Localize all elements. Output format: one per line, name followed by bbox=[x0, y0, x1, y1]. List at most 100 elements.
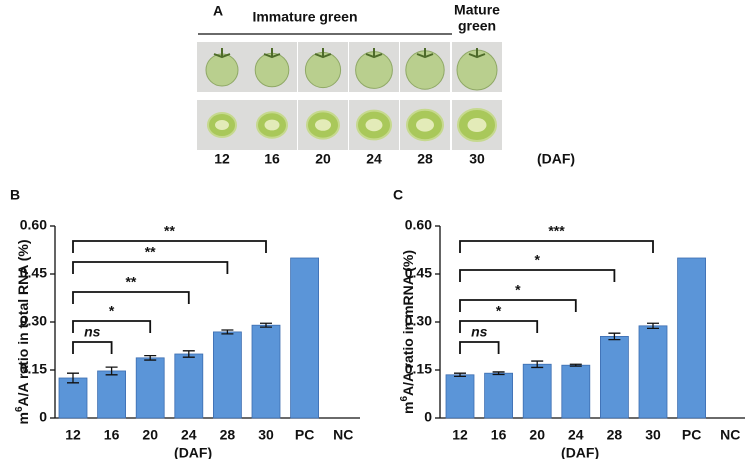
significance-bracket bbox=[459, 299, 577, 312]
significance-label: * bbox=[515, 282, 521, 298]
y-tick-label: 0.30 bbox=[405, 313, 432, 329]
y-axis-label-part: m bbox=[15, 412, 31, 424]
day-label: 20 bbox=[315, 151, 331, 167]
fruit-locule bbox=[467, 118, 487, 132]
significance-label: *** bbox=[548, 223, 565, 239]
error-bar bbox=[647, 322, 659, 330]
bar bbox=[135, 357, 165, 419]
calyx bbox=[416, 48, 434, 59]
error-bar bbox=[608, 332, 621, 341]
x-axis-label: (DAF) bbox=[561, 445, 599, 459]
fruit-locule bbox=[315, 119, 331, 131]
bar bbox=[484, 372, 514, 419]
significance-label: ns bbox=[84, 324, 101, 340]
group-label: Mature bbox=[454, 2, 500, 18]
bar bbox=[251, 324, 281, 419]
fruit-locule bbox=[264, 119, 280, 131]
y-tick-label: 0 bbox=[39, 409, 47, 425]
x-axis-label: (DAF) bbox=[174, 445, 212, 459]
x-tick-label: 16 bbox=[104, 427, 120, 443]
significance-bracket bbox=[72, 341, 113, 354]
y-tick-label: 0.15 bbox=[20, 361, 47, 377]
bar bbox=[677, 257, 706, 419]
x-tick-label: 12 bbox=[65, 427, 81, 443]
bar bbox=[58, 377, 88, 419]
day-label: 12 bbox=[214, 151, 230, 167]
x-tick-label: 24 bbox=[568, 427, 584, 443]
bar bbox=[522, 363, 552, 419]
day-label: 16 bbox=[264, 151, 280, 167]
error-bar bbox=[182, 350, 195, 358]
y-axis-label-part: 6 bbox=[14, 406, 25, 412]
bar bbox=[600, 335, 629, 419]
significance-label: ** bbox=[164, 223, 175, 239]
x-tick-label: 20 bbox=[529, 427, 545, 443]
x-tick-label: 20 bbox=[142, 427, 158, 443]
group-label: green bbox=[458, 18, 496, 34]
x-tick-label: PC bbox=[682, 427, 701, 443]
bar bbox=[174, 353, 204, 419]
x-tick-label: 30 bbox=[258, 427, 274, 443]
y-tick-label: 0.60 bbox=[20, 217, 47, 233]
y-tick-label: 0.15 bbox=[405, 361, 432, 377]
y-tick-label: 0 bbox=[424, 409, 432, 425]
x-tick-label: PC bbox=[295, 427, 314, 443]
significance-label: ** bbox=[145, 244, 156, 260]
day-label: 28 bbox=[417, 151, 433, 167]
x-tick-label: 30 bbox=[645, 427, 661, 443]
error-bar bbox=[144, 354, 157, 361]
group-label: Immature green bbox=[252, 9, 357, 25]
error-bar bbox=[454, 372, 466, 378]
error-bar bbox=[492, 371, 505, 376]
significance-bracket bbox=[72, 240, 267, 253]
bar bbox=[97, 370, 126, 419]
panel-letter: C bbox=[393, 187, 403, 203]
bar bbox=[638, 325, 668, 419]
fruit-locule bbox=[416, 118, 434, 132]
significance-bracket bbox=[72, 320, 152, 333]
significance-label: * bbox=[109, 303, 115, 319]
panel-letter: A bbox=[213, 3, 223, 19]
y-axis-label: m6A/A ratio in mRNA (%) bbox=[399, 250, 416, 414]
significance-label: ns bbox=[471, 324, 488, 340]
significance-label: * bbox=[534, 252, 540, 268]
significance-bracket bbox=[72, 261, 229, 274]
significance-bracket bbox=[459, 240, 654, 253]
day-label: 30 bbox=[469, 151, 485, 167]
error-bar bbox=[67, 372, 79, 384]
y-tick-label: 0.45 bbox=[20, 265, 47, 281]
calyx bbox=[365, 48, 383, 59]
y-axis-label: m6A/A ratio in total RNA (%) bbox=[14, 240, 31, 425]
bar bbox=[212, 331, 242, 419]
significance-bracket bbox=[72, 291, 190, 304]
photo-panel: A Immature green Mature green (DAF) bbox=[198, 2, 575, 167]
y-tick-label: 0.30 bbox=[20, 313, 47, 329]
x-tick-label: 16 bbox=[491, 427, 507, 443]
x-tick-label: NC bbox=[333, 427, 353, 443]
fruit bbox=[205, 53, 239, 87]
calyx bbox=[263, 48, 281, 59]
y-axis-label-part: m bbox=[400, 402, 416, 414]
panel-letter: B bbox=[10, 187, 20, 203]
error-bar bbox=[221, 329, 234, 335]
y-axis-label-part: 6 bbox=[399, 396, 410, 402]
calyx bbox=[213, 48, 231, 59]
significance-bracket bbox=[459, 269, 616, 282]
fruit bbox=[254, 52, 290, 88]
x-tick-label: 24 bbox=[181, 427, 197, 443]
bar bbox=[445, 374, 475, 419]
calyx bbox=[468, 48, 486, 59]
error-bar bbox=[569, 363, 582, 367]
significance-label: * bbox=[496, 303, 502, 319]
error-bar bbox=[260, 322, 272, 328]
unit-label: (DAF) bbox=[537, 151, 575, 167]
fruit-locule bbox=[365, 118, 383, 132]
y-tick-label: 0.45 bbox=[405, 265, 432, 281]
x-tick-label: NC bbox=[720, 427, 740, 443]
error-bar bbox=[105, 366, 118, 376]
bar bbox=[561, 364, 591, 419]
y-tick-label: 0.60 bbox=[405, 217, 432, 233]
